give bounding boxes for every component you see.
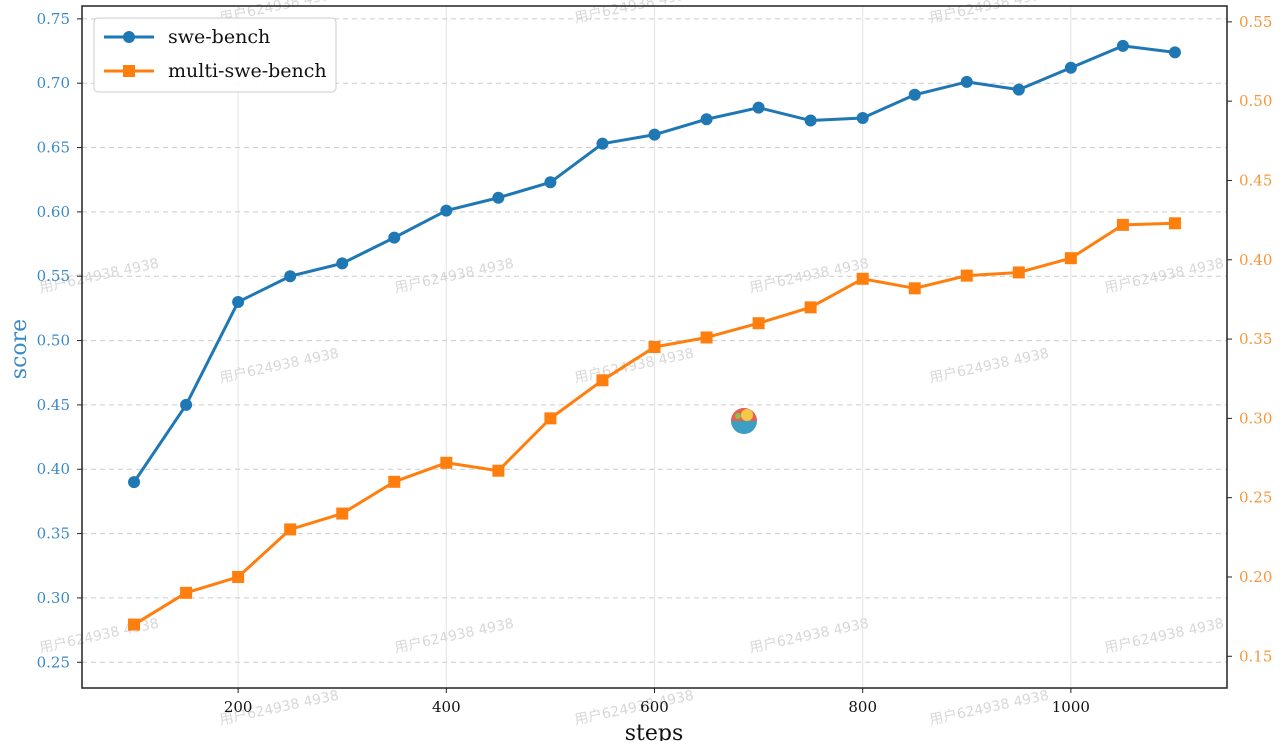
swe-bench-point: [596, 137, 609, 150]
multi-swe-bench-point: [128, 618, 141, 631]
watermark-layer: 用户624938 4938 用户624938 4938 用户624938 4938 用…: [38, 0, 1225, 729]
right-tick-label: 0.20: [1239, 568, 1272, 586]
x-tick-label: 200: [224, 698, 253, 716]
legend-label-multi-swe-bench: multi-swe-bench: [168, 60, 327, 82]
multi-swe-bench-point: [700, 331, 713, 344]
watermark-text: 用户624938 4938: [1103, 615, 1225, 657]
multi-swe-bench-point: [1168, 217, 1181, 230]
watermark-text: 用户624938 4938: [748, 615, 870, 657]
multi-swe-bench-point: [856, 272, 869, 285]
multi-swe-bench-point: [544, 412, 557, 425]
x-tick-label: 600: [640, 698, 669, 716]
swe-bench-point: [752, 101, 765, 114]
watermark-text: 用户624938 4938: [1103, 255, 1225, 297]
right-tick-label: 0.45: [1239, 171, 1272, 189]
x-axis-label: steps: [625, 721, 684, 741]
left-tick-label: 0.55: [37, 267, 70, 285]
right-tick-label: 0.15: [1239, 647, 1272, 665]
multi-swe-bench-point: [804, 301, 817, 314]
right-tick-label: 0.25: [1239, 489, 1272, 507]
left-tick-label: 0.45: [37, 396, 70, 414]
swe-bench-point: [440, 204, 453, 217]
right-tick-label: 0.55: [1239, 13, 1272, 31]
watermark-text: 用户624938 4938: [573, 345, 695, 387]
left-tick-label: 0.60: [37, 203, 70, 221]
multi-swe-bench-point: [1064, 252, 1077, 265]
multi-swe-bench-point: [336, 507, 349, 520]
swe-bench-point: [1116, 39, 1129, 52]
left-tick-label: 0.25: [37, 653, 70, 671]
right-tick-label: 0.35: [1239, 330, 1272, 348]
swe-bench-point: [804, 114, 817, 127]
x-tick-label: 800: [848, 698, 877, 716]
left-y-axis: 0.25 0.30 0.35 0.40 0.45 0.50 0.55 0.60 0.65 0.70…: [37, 10, 82, 671]
watermark-text: 用户624938 4938: [218, 345, 340, 387]
multi-swe-bench-point: [232, 570, 245, 583]
right-y-axis: 0.15 0.20 0.25 0.30 0.35 0.40 0.45 0.50 0.55: [1227, 13, 1272, 665]
left-tick-label: 0.30: [37, 589, 70, 607]
swe-bench-point: [388, 231, 401, 244]
legend: swe-bench multi-swe-bench: [93, 17, 337, 93]
series-layer: [128, 39, 1181, 631]
swe-bench-point: [1012, 83, 1025, 96]
left-tick-label: 0.70: [37, 74, 70, 92]
watermark-text: 用户624938 4938: [928, 345, 1050, 387]
watermark-text: 用户624938 4938: [393, 255, 515, 297]
multi-swe-bench-point: [492, 464, 505, 477]
right-tick-label: 0.50: [1239, 92, 1272, 110]
swe-bench-point: [700, 113, 713, 126]
swe-bench-point: [492, 191, 505, 204]
swe-bench-point: [648, 128, 661, 141]
logo-icon: [731, 408, 757, 434]
watermark-text: 用户624938 4938: [928, 687, 1050, 729]
multi-swe-bench-point: [908, 282, 921, 295]
legend-box: [93, 17, 337, 93]
right-tick-label: 0.30: [1239, 409, 1272, 427]
watermark-text: 用户624938 4938: [748, 255, 870, 297]
watermark-text: 用户624938 4938: [573, 0, 695, 27]
swe-bench-point: [336, 257, 349, 270]
swe-bench-point: [232, 295, 245, 308]
swe-bench-point: [180, 398, 193, 411]
left-tick-label: 0.50: [37, 332, 70, 350]
multi-swe-bench-point: [648, 341, 661, 353]
left-tick-label: 0.75: [37, 10, 70, 28]
swe-bench-point: [908, 88, 921, 101]
legend-marker-multi-swe-bench: [123, 65, 135, 77]
y-axis-label: score: [7, 319, 32, 379]
legend-marker-swe-bench: [123, 31, 135, 43]
left-tick-label: 0.35: [37, 525, 70, 543]
multi-swe-bench-point: [960, 269, 973, 282]
swe-bench-point: [1168, 46, 1181, 59]
swe-bench-point: [960, 75, 973, 88]
swe-bench-point: [544, 176, 557, 189]
swe-bench-point: [1064, 61, 1077, 74]
multi-swe-bench-point: [440, 456, 453, 469]
multi-swe-bench-point: [752, 317, 765, 330]
watermark-text: 用户624938 4938: [928, 0, 1050, 27]
multi-swe-bench-point: [180, 586, 193, 599]
x-axis: 200 400 600 800 1000: [224, 688, 1090, 716]
legend-label-swe-bench: swe-bench: [168, 26, 270, 48]
left-tick-label: 0.65: [37, 139, 70, 157]
multi-swe-bench-point: [596, 374, 609, 387]
multi-swe-bench-point: [1116, 218, 1129, 231]
multi-swe-bench-point: [284, 523, 297, 536]
swe-bench-point: [128, 476, 141, 489]
multi-swe-bench-point: [1012, 266, 1025, 279]
watermark-text: 用户624938 4938: [393, 615, 515, 657]
right-tick-label: 0.40: [1239, 251, 1272, 269]
left-tick-label: 0.40: [37, 460, 70, 478]
multi-swe-bench-point: [388, 475, 401, 488]
swe-bench-point: [856, 111, 869, 124]
x-tick-label: 1000: [1052, 698, 1090, 716]
x-tick-label: 400: [432, 698, 461, 716]
swe-bench-point: [284, 270, 297, 283]
